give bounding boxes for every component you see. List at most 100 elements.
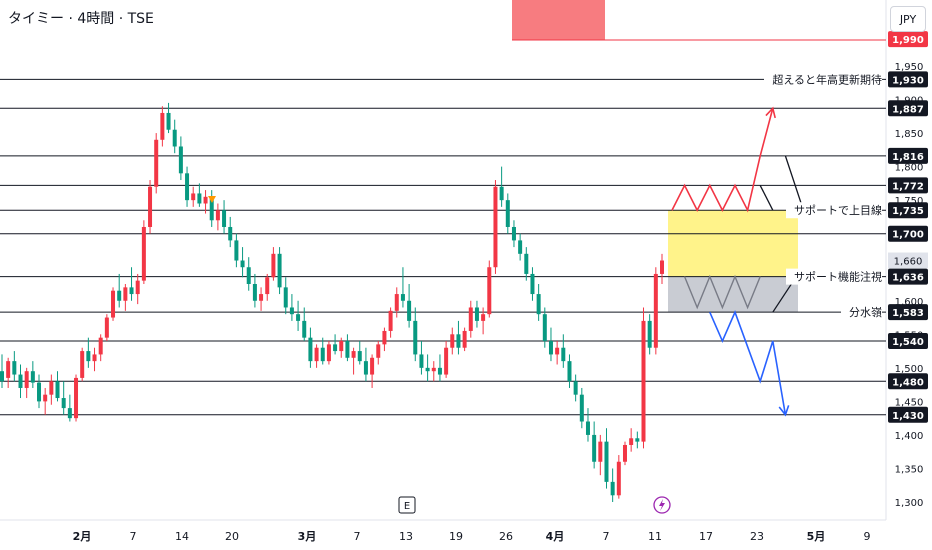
candle-body <box>49 381 54 395</box>
y-tick-label: 1,950 <box>895 62 924 73</box>
candle-body <box>456 334 461 348</box>
level-note: 分水嶺 <box>849 306 882 319</box>
candle-body <box>12 361 17 375</box>
price-badge-label: 1,540 <box>892 337 924 348</box>
current-price-label: 1,660 <box>894 257 923 268</box>
price-badge <box>888 268 928 285</box>
x-tick-label: 3月 <box>298 530 317 543</box>
candle-body <box>37 382 42 402</box>
candle-body <box>388 310 393 331</box>
candle-body <box>135 280 140 295</box>
candle-body <box>314 347 319 362</box>
chart-title: タイミー · 4時間 · TSE <box>8 11 154 27</box>
candle-body <box>548 341 553 355</box>
x-tick-label: 7 <box>603 530 610 543</box>
lightning-bolt-icon <box>659 499 665 511</box>
price-badge-label: 1,772 <box>892 181 924 192</box>
y-tick-label: 1,850 <box>895 129 924 140</box>
candle-body <box>0 371 4 382</box>
price-badge <box>888 147 928 164</box>
currency-button[interactable]: JPY <box>890 6 926 32</box>
red-scenario-arrow <box>671 108 774 213</box>
candle-body <box>117 290 122 301</box>
x-tick-label: 4月 <box>546 530 565 543</box>
candle-body <box>308 337 313 362</box>
x-tick-label: 2月 <box>73 530 92 543</box>
candle-body <box>542 314 547 342</box>
candle-body <box>407 300 412 321</box>
x-tick-label: 7 <box>354 530 361 543</box>
candle-body <box>111 290 116 318</box>
candle-body <box>74 377 79 419</box>
price-badge <box>888 333 928 350</box>
candle-body <box>339 341 344 352</box>
candle-body <box>86 351 91 362</box>
candle-body <box>629 438 634 445</box>
signal-triangle-icon <box>208 196 216 203</box>
price-badge-label: 1,735 <box>892 206 924 217</box>
x-tick-label: 26 <box>499 530 513 543</box>
candle-body <box>363 361 368 375</box>
candle-body <box>518 240 523 254</box>
candle-body <box>635 438 640 442</box>
candle-body <box>610 481 615 496</box>
candle-body <box>370 357 375 375</box>
x-tick-label: 20 <box>225 530 239 543</box>
candle-body <box>215 210 220 221</box>
y-tick-label: 1,350 <box>895 464 924 475</box>
candle-body <box>320 347 325 362</box>
x-tick-label: 17 <box>699 530 713 543</box>
candle-body <box>203 196 208 204</box>
candle-body <box>394 294 399 311</box>
candle-body <box>24 371 29 388</box>
zone-yellow <box>668 210 798 277</box>
price-badge <box>888 304 928 321</box>
price-badge <box>888 177 928 194</box>
candle-body <box>104 317 109 338</box>
candle-body <box>598 441 603 462</box>
candle-body <box>283 287 288 308</box>
candle-body <box>585 421 590 435</box>
candle-body <box>67 408 72 419</box>
candle-body <box>419 354 424 368</box>
candle-body <box>185 173 190 201</box>
candle-body <box>30 371 35 383</box>
x-tick-label: 19 <box>449 530 463 543</box>
candle-body <box>351 351 356 358</box>
price-badge <box>888 31 928 48</box>
level-note: サポートで上目線 <box>794 203 882 217</box>
candle-body <box>209 196 214 221</box>
x-tick-label: 14 <box>175 530 189 543</box>
candle-body <box>345 341 350 358</box>
candle-body <box>450 334 455 348</box>
price-badge-label: 1,990 <box>892 35 924 46</box>
candle-body <box>573 381 578 395</box>
candle-body <box>376 344 381 358</box>
black-arrow-down-1 <box>759 185 774 211</box>
x-tick-label: 7 <box>130 530 137 543</box>
candle-body <box>166 112 171 130</box>
candle-body <box>326 344 331 362</box>
x-tick-label: 9 <box>864 530 871 543</box>
candle-body <box>437 367 442 375</box>
price-badge-label: 1,480 <box>892 377 924 388</box>
price-badge-label: 1,430 <box>892 411 924 422</box>
y-tick-label: 1,450 <box>895 397 924 408</box>
price-badge-label: 1,583 <box>892 308 924 319</box>
candle-body <box>160 112 165 140</box>
candle-body <box>271 253 276 278</box>
blue-scenario-arrow-head <box>778 405 790 417</box>
candle-body <box>592 434 597 462</box>
note-bg <box>841 304 882 321</box>
candle-body <box>252 284 257 301</box>
candle-body <box>357 351 362 362</box>
x-tick-label: 13 <box>399 530 413 543</box>
candle-body <box>604 441 609 482</box>
candle-body <box>647 320 652 348</box>
candle-body <box>191 193 196 201</box>
candle-body <box>172 129 177 147</box>
candle-body <box>462 330 467 348</box>
candle-body <box>6 361 11 378</box>
candle-body <box>641 320 646 442</box>
